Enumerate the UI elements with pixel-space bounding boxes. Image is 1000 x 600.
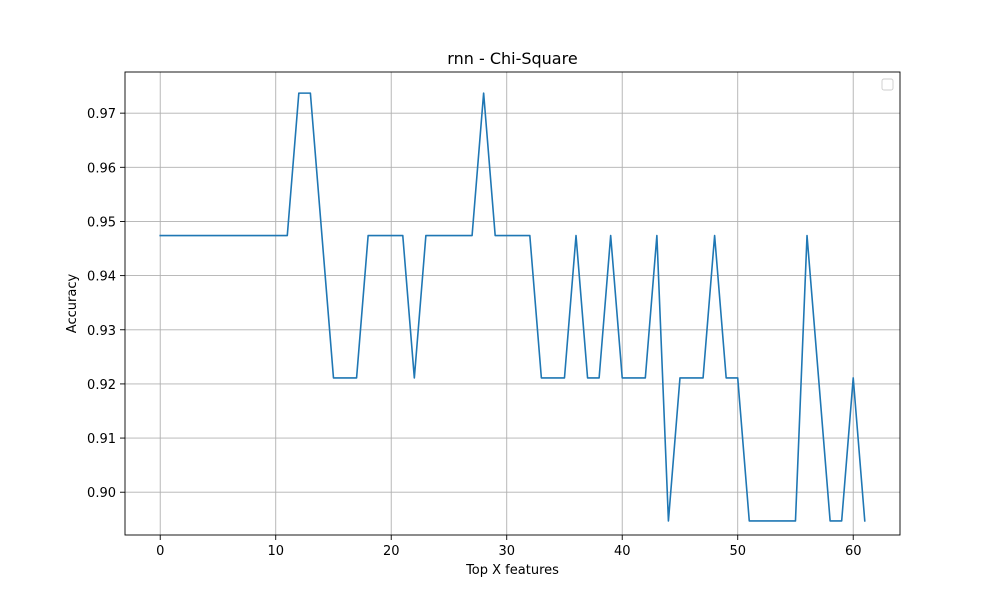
y-axis-label: Accuracy bbox=[65, 274, 80, 334]
chart-title: rnn - Chi-Square bbox=[447, 49, 577, 68]
x-tick-label: 20 bbox=[383, 544, 400, 559]
x-tick-label: 40 bbox=[614, 544, 631, 559]
y-tick-label: 0.95 bbox=[87, 215, 116, 230]
y-tick-label: 0.97 bbox=[87, 107, 116, 122]
x-tick-label: 50 bbox=[729, 544, 746, 559]
axis-ticks: 0 10 20 30 40 50 60 0.90 0.91 0.92 0.93 0.94 0.95 0.9… bbox=[87, 107, 861, 559]
x-tick-label: 0 bbox=[156, 544, 164, 559]
x-tick-label: 60 bbox=[845, 544, 862, 559]
y-tick-label: 0.96 bbox=[87, 161, 116, 176]
y-tick-label: 0.92 bbox=[87, 378, 116, 393]
series-line bbox=[159, 92, 866, 522]
series-layer bbox=[159, 92, 866, 522]
y-tick-label: 0.93 bbox=[87, 324, 116, 339]
x-axis-label: Top X features bbox=[465, 563, 559, 578]
y-tick-label: 0.90 bbox=[87, 486, 116, 501]
x-tick-label: 30 bbox=[498, 544, 515, 559]
legend-box bbox=[881, 78, 894, 91]
plot-area-frame bbox=[124, 71, 901, 536]
y-tick-label: 0.91 bbox=[87, 432, 116, 447]
grid-lines bbox=[125, 72, 900, 535]
x-tick-label: 10 bbox=[267, 544, 284, 559]
y-tick-label: 0.94 bbox=[87, 270, 116, 285]
